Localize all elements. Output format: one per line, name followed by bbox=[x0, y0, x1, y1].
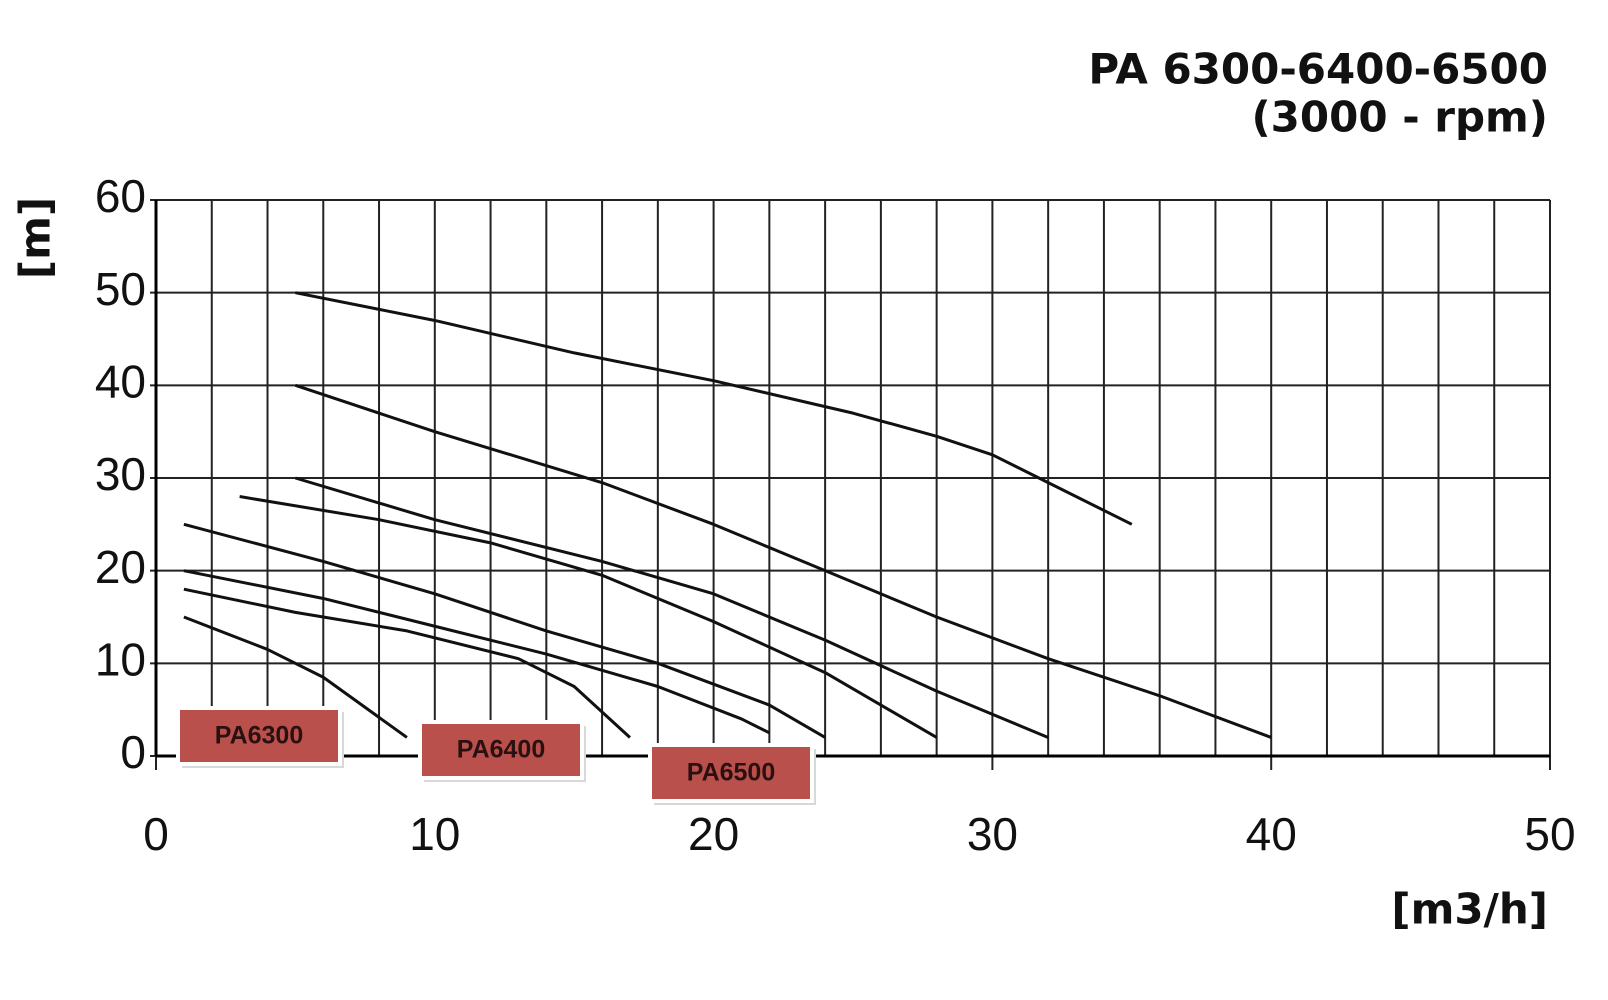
curve bbox=[294, 476, 1049, 739]
label-text: PA6400 bbox=[457, 736, 546, 764]
label-box bbox=[418, 720, 584, 780]
curve bbox=[183, 587, 631, 739]
x-axis-label: [m3/h] bbox=[1391, 885, 1548, 934]
curve bbox=[183, 569, 771, 735]
curve bbox=[183, 615, 408, 739]
y-tick-label: 50 bbox=[95, 263, 146, 315]
x-tick-label: 50 bbox=[1524, 808, 1575, 860]
x-tick-label: 20 bbox=[688, 808, 739, 860]
x-tick-label: 0 bbox=[143, 808, 169, 860]
curve bbox=[239, 495, 938, 739]
label-text: PA6300 bbox=[215, 722, 304, 750]
curve bbox=[294, 383, 1272, 739]
label-box bbox=[176, 706, 342, 766]
y-tick-label: 0 bbox=[120, 726, 146, 778]
x-tick-label: 10 bbox=[409, 808, 460, 860]
label-box bbox=[648, 743, 814, 803]
chart-title: PA 6300-6400-6500 bbox=[1088, 45, 1548, 94]
x-tick-label: 40 bbox=[1246, 808, 1297, 860]
chart-subtitle: (3000 - rpm) bbox=[1251, 93, 1548, 142]
label-text: PA6500 bbox=[687, 759, 776, 787]
x-tick-label: 30 bbox=[967, 808, 1018, 860]
y-axis-label: [m] bbox=[11, 197, 60, 279]
y-tick-label: 10 bbox=[95, 633, 146, 685]
y-tick-label: 60 bbox=[95, 170, 146, 222]
y-tick-label: 20 bbox=[95, 541, 146, 593]
curve bbox=[295, 291, 1133, 526]
curve bbox=[183, 522, 826, 739]
y-tick-label: 30 bbox=[95, 448, 146, 500]
y-tick-label: 40 bbox=[95, 355, 146, 407]
